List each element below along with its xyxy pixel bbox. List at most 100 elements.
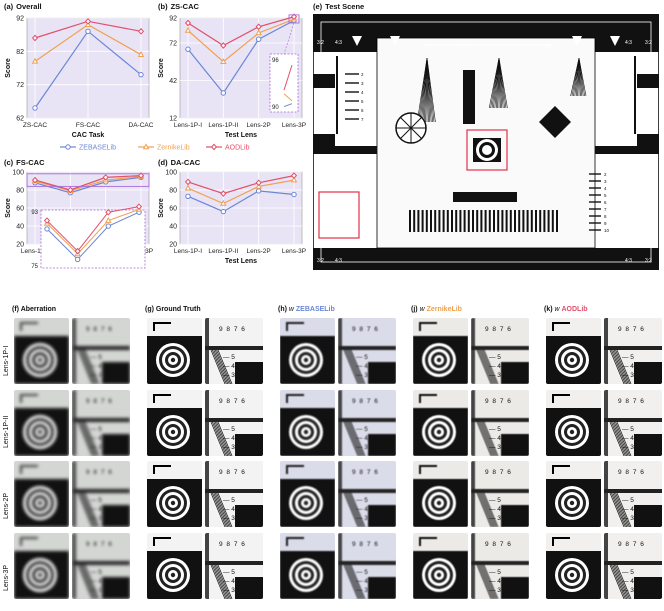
column-title: (g) Ground Truth xyxy=(145,306,201,313)
scale-number: — 5 xyxy=(90,426,102,433)
data-point xyxy=(185,46,191,52)
y-axis-label: Score xyxy=(158,198,165,218)
data-point xyxy=(102,174,109,181)
ladder-crop: 9 8 7 6 — 5 — 4 — 3 xyxy=(205,318,263,384)
data-point xyxy=(137,51,145,57)
y-tick-label: 62 xyxy=(16,116,24,123)
x-tick-label: Lens-1P-II xyxy=(208,248,238,255)
ladder-number: 6 xyxy=(604,200,607,205)
ladder-number: 10 xyxy=(604,228,610,233)
ruler-number: 1 xyxy=(429,44,432,50)
bottom-bar xyxy=(453,192,517,202)
scale-number: — 3 xyxy=(489,515,501,522)
ladder-crop: 9 8 7 6 — 5 — 4 — 3 xyxy=(72,533,130,599)
digits-label: 9 8 7 6 xyxy=(86,469,113,476)
corner-label: 3:2 xyxy=(645,258,652,264)
x-tick-label: Lens-1P-I xyxy=(174,248,202,255)
target-crop xyxy=(280,461,335,527)
scale-number: — 4 xyxy=(223,578,235,585)
side-block xyxy=(637,134,659,148)
scale-number: — 5 xyxy=(223,497,235,504)
center-target xyxy=(473,138,501,162)
digits-label: 9 8 7 6 xyxy=(618,469,645,476)
scale-number: — 3 xyxy=(356,444,368,451)
scale-number: — 5 xyxy=(223,354,235,361)
scale-number: — 4 xyxy=(622,435,634,442)
corner-label: 4:3 xyxy=(335,40,342,46)
side-ladder: 2 3 4 5 6 7 8 9 10 2 3 4 5 6 7 xyxy=(345,72,610,233)
scale-number: — 3 xyxy=(622,515,634,522)
series-line-aodlib xyxy=(34,175,142,191)
scale-number: — 3 xyxy=(489,372,501,379)
left-bar xyxy=(313,146,377,154)
data-point xyxy=(85,28,91,35)
scale-number: — 3 xyxy=(223,515,235,522)
data-point xyxy=(137,172,145,179)
inset-point xyxy=(74,247,81,255)
scale-number: — 3 xyxy=(90,587,102,594)
wedge-fan-right xyxy=(488,57,508,109)
spoke-wheel xyxy=(395,112,427,144)
x-axis-label: Test Lens xyxy=(225,132,257,139)
scale-number: — 3 xyxy=(356,587,368,594)
x-tick-label: Lens-3P xyxy=(282,122,306,129)
ladder-crop: 9 8 7 6 — 5 — 4 — 3 xyxy=(471,461,529,527)
scale-number: — 5 xyxy=(489,569,501,576)
scale-number: — 3 xyxy=(622,444,634,451)
target-crop xyxy=(546,533,601,599)
panel-b-title: (b) ZS-CAC xyxy=(158,2,199,11)
ladder-crop: 9 8 7 6 — 5 — 4 — 3 xyxy=(72,390,130,456)
scale-number: — 3 xyxy=(356,372,368,379)
target-crop xyxy=(14,390,69,456)
inset-point xyxy=(135,203,143,211)
y-axis-label: Score xyxy=(158,58,165,78)
scale-number: — 5 xyxy=(622,426,634,433)
column-prefix: w xyxy=(288,306,296,313)
scale-number: — 3 xyxy=(90,372,102,379)
target-crop xyxy=(546,390,601,456)
target-crop xyxy=(413,318,468,384)
ladder-number: 3 xyxy=(604,179,607,184)
center-bar xyxy=(463,70,475,124)
data-point xyxy=(184,184,192,191)
inset-line xyxy=(46,208,140,255)
data-point xyxy=(67,186,74,194)
digits-label: 9 8 7 6 xyxy=(352,398,379,405)
x-tick-label: Lens-3P xyxy=(282,248,306,255)
scale-number: — 5 xyxy=(223,426,235,433)
y-tick-label: 92 xyxy=(16,16,24,23)
scale-number: — 3 xyxy=(223,587,235,594)
digits-label: 9 8 7 6 xyxy=(485,541,512,548)
series-line-zernikelib xyxy=(34,175,142,192)
ladder-number: 7 xyxy=(604,207,607,212)
data-point xyxy=(31,34,39,42)
digits-label: 9 8 7 6 xyxy=(86,398,113,405)
ladder-crop: 9 8 7 6 — 5 — 4 — 3 xyxy=(72,461,130,527)
data-point xyxy=(290,13,298,21)
data-point xyxy=(255,179,262,187)
digits-label: 9 8 7 6 xyxy=(352,326,379,333)
scale-number: — 5 xyxy=(90,354,102,361)
side-block xyxy=(313,74,335,88)
data-point xyxy=(255,36,262,42)
y-tick-label: 60 xyxy=(169,206,177,213)
right-bar xyxy=(595,146,659,154)
target-crop xyxy=(546,318,601,384)
series-line-zebaselib xyxy=(34,176,142,194)
column-letter: (j) xyxy=(411,306,420,313)
panel-d-title: (d) DA-CAC xyxy=(158,158,201,167)
series-line-aodlib xyxy=(187,175,295,195)
data-point xyxy=(31,176,39,184)
y-axis-label: Score xyxy=(5,198,12,218)
scale-number: — 4 xyxy=(90,578,102,585)
inset-connector xyxy=(283,22,295,55)
data-point xyxy=(220,90,227,96)
column-name: ZEBASELib xyxy=(295,306,335,313)
ladder-crop: 9 8 7 6 — 5 — 4 — 3 xyxy=(205,533,263,599)
ladder-number: 5 xyxy=(361,99,364,104)
scale-number: — 3 xyxy=(622,587,634,594)
legend: ZEBASELib ZernikeLib AODLib xyxy=(60,143,250,152)
y-tick-label: 42 xyxy=(169,78,177,85)
y-tick-label: 72 xyxy=(16,82,24,89)
ladder-crop: 9 8 7 6 — 5 — 4 — 3 xyxy=(338,390,396,456)
